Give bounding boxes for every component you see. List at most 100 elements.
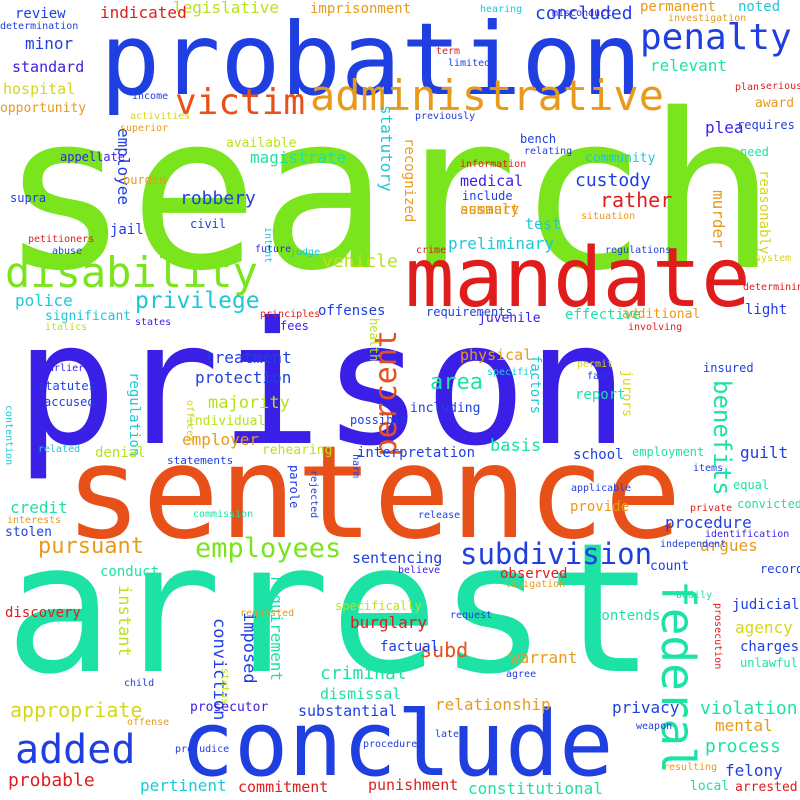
cloud-word-statutory: statutory xyxy=(377,105,396,192)
cloud-word-hospital: hospital xyxy=(3,80,76,98)
cloud-word-employee: employee xyxy=(114,128,133,206)
cloud-word-determination: determination xyxy=(0,21,79,32)
cloud-word-basis: basis xyxy=(490,436,542,456)
cloud-word-requires: requires xyxy=(737,118,795,132)
cloud-word-discovery: discovery xyxy=(5,605,81,621)
cloud-word-administrative: administrative xyxy=(310,71,665,120)
cloud-word-penalty: penalty xyxy=(640,17,792,58)
cloud-word-parole: parole xyxy=(287,465,301,509)
cloud-word-conclude: conclude xyxy=(180,692,614,797)
cloud-word-rehearing: rehearing xyxy=(262,443,333,458)
cloud-word-specifically: specifically xyxy=(335,599,422,613)
cloud-word-convicted: convicted xyxy=(737,497,800,511)
cloud-word-rather: rather xyxy=(600,188,673,212)
cloud-word-probable: probable xyxy=(8,770,95,791)
cloud-word-investigation: investigation xyxy=(668,13,747,24)
cloud-word-bench: bench xyxy=(520,132,557,146)
cloud-word-jurors: jurors xyxy=(619,370,634,417)
cloud-word-serious: serious xyxy=(760,81,800,92)
cloud-word-release: release xyxy=(418,510,461,521)
cloud-word-petitioners: petitioners xyxy=(28,234,95,245)
cloud-word-plan: plan xyxy=(735,82,760,93)
cloud-word-pursuant: pursuant xyxy=(38,534,144,559)
cloud-word-subd: subd xyxy=(420,638,469,662)
cloud-word-litigation: litigation xyxy=(505,579,566,590)
cloud-word-magistrate: magistrate xyxy=(250,148,347,167)
cloud-word-guilt: guilt xyxy=(740,443,789,462)
cloud-word-interpretation: interpretation xyxy=(357,445,476,461)
cloud-word-arrested: arrested xyxy=(735,780,798,795)
cloud-word-supra: supra xyxy=(10,191,47,205)
cloud-word-applicable: applicable xyxy=(571,483,632,494)
cloud-word-stolen: stolen xyxy=(5,525,52,540)
cloud-word-accused: accused xyxy=(44,395,95,409)
cloud-word-process: process xyxy=(705,736,781,757)
cloud-word-assault: assault xyxy=(460,202,520,218)
cloud-word-relating: relating xyxy=(524,146,573,157)
cloud-word-earlier: earlier xyxy=(42,363,85,374)
cloud-word-unlawful: unlawful xyxy=(740,656,798,670)
cloud-word-legislative: legislative xyxy=(173,0,279,17)
cloud-word-requirements: requirements xyxy=(426,305,513,319)
cloud-word-determining: determining xyxy=(743,282,800,293)
cloud-word-jail: jail xyxy=(110,222,144,238)
cloud-word-appellate: appellate xyxy=(60,150,126,164)
cloud-word-relevant: relevant xyxy=(650,56,728,75)
cloud-word-significant: significant xyxy=(45,309,132,324)
cloud-word-felony: felony xyxy=(725,761,783,780)
cloud-word-resulting: resulting xyxy=(663,762,718,773)
cloud-word-procedures: procedures xyxy=(363,739,424,750)
cloud-word-juvenile: juvenile xyxy=(478,311,541,326)
cloud-word-offense: offense xyxy=(127,717,170,728)
cloud-word-summary: summary xyxy=(460,202,520,218)
cloud-word-civil: civil xyxy=(190,217,227,231)
cloud-word-federal: federal xyxy=(651,580,705,774)
cloud-word-arrest: arrest xyxy=(5,505,656,714)
cloud-word-judicial: judicial xyxy=(732,597,800,613)
cloud-word-commitment: commitment xyxy=(238,778,329,796)
cloud-word-credit: credit xyxy=(10,498,68,517)
cloud-word-employment: employment xyxy=(632,445,705,459)
cloud-word-fees: fees xyxy=(280,319,309,333)
cloud-word-violation: violation xyxy=(700,698,798,719)
cloud-word-permanent: permanent xyxy=(640,0,716,15)
cloud-word-requirement: requirement xyxy=(267,575,286,681)
cloud-word-imposed: imposed xyxy=(239,612,259,684)
cloud-word-prosecution: prosecution xyxy=(712,603,723,670)
cloud-word-commission: commission xyxy=(193,509,254,520)
cloud-word-light: light xyxy=(745,302,788,318)
cloud-word-count: count xyxy=(650,559,690,574)
cloud-word-intent: intent xyxy=(262,227,273,264)
cloud-word-weapon: weapon xyxy=(636,721,673,732)
cloud-word-related: related xyxy=(38,444,81,455)
cloud-word-disability: disability xyxy=(5,248,258,297)
cloud-word-reasonably: reasonably xyxy=(756,170,772,255)
cloud-word-independent: independent xyxy=(660,539,727,550)
cloud-word-agree: agree xyxy=(506,669,537,680)
cloud-word-activities: activities xyxy=(130,111,191,122)
cloud-word-punishment: punishment xyxy=(368,776,459,794)
cloud-word-relationship: relationship xyxy=(435,695,551,714)
cloud-word-burglary: burglary xyxy=(350,613,428,632)
cloud-word-argues: argues xyxy=(700,536,758,555)
cloud-word-status: status xyxy=(219,668,230,705)
cloud-word-individual: individual xyxy=(187,414,266,429)
cloud-word-statements: statements xyxy=(167,454,234,467)
cloud-word-conduct: conduct xyxy=(100,564,160,580)
cloud-word-judge: judge xyxy=(290,247,321,258)
cloud-word-employer: employer xyxy=(182,430,260,449)
cloud-word-permit: permit xyxy=(577,359,614,370)
cloud-word-criminal: criminal xyxy=(320,663,407,684)
cloud-word-believe: believe xyxy=(398,565,441,576)
cloud-word-noted: noted xyxy=(738,0,781,15)
cloud-word-bodily: bodily xyxy=(676,590,713,601)
cloud-word-abuse: abuse xyxy=(52,246,83,257)
cloud-word-vehicle: vehicle xyxy=(322,251,398,272)
cloud-word-warrant: warrant xyxy=(510,648,578,667)
cloud-word-instant: instant xyxy=(114,585,134,657)
cloud-word-minor: minor xyxy=(25,34,74,53)
cloud-word-privacy: privacy xyxy=(612,698,680,717)
cloud-word-prosecutor: prosecutor xyxy=(190,700,269,715)
cloud-word-include: include xyxy=(462,189,513,203)
cloud-word-victim: victim xyxy=(175,82,306,123)
